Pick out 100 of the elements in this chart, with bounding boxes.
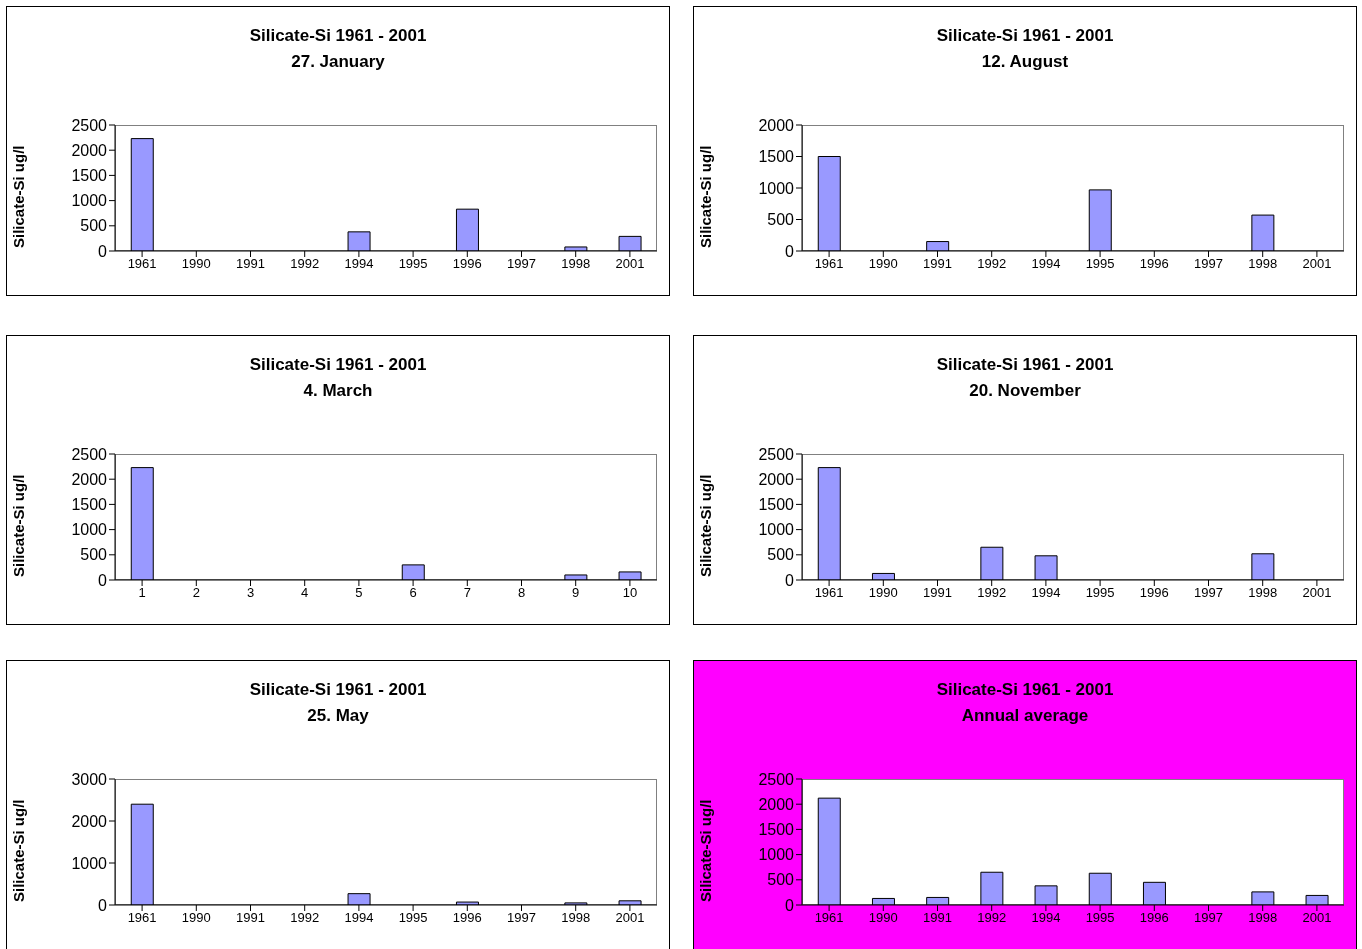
x-tick-label: 1961 <box>814 585 844 601</box>
x-tick-label: 1997 <box>1194 910 1223 926</box>
x-tick-label: 4 <box>301 585 309 601</box>
x-tick-label: 1998 <box>1248 910 1278 926</box>
x-tick-label: 1992 <box>290 256 320 272</box>
chart-title: Silicate-Si 1961 - 2001 <box>935 354 1115 376</box>
y-tick-label: 1500 <box>758 821 795 839</box>
y-tick-label: 500 <box>80 546 108 564</box>
x-tick-label: 2001 <box>615 910 645 926</box>
y-axis-title: Silicate-Si ug/l <box>10 799 28 902</box>
y-tick-label: 2500 <box>758 770 795 788</box>
x-tick-label: 1990 <box>181 256 211 272</box>
x-tick-label: 1995 <box>1085 256 1115 272</box>
x-tick-label: 6 <box>409 585 417 601</box>
y-tick-label: 1000 <box>758 521 795 539</box>
x-tick-label: 1990 <box>181 910 211 926</box>
y-axis-title: Silicate-Si ug/l <box>10 145 28 248</box>
y-axis-title: Silicate-Si ug/l <box>697 474 715 577</box>
y-tick-label: 2000 <box>71 812 108 830</box>
x-tick-label: 1961 <box>814 256 844 272</box>
x-tick-label: 1996 <box>1139 585 1169 601</box>
y-tick-label: 0 <box>785 896 795 914</box>
y-tick-label: 0 <box>98 242 108 260</box>
y-tick-label: 2500 <box>71 445 108 463</box>
y-tick-label: 1000 <box>71 192 108 210</box>
x-tick-label: 1994 <box>1031 910 1061 926</box>
x-tick-label: 7 <box>463 585 471 601</box>
y-tick-label: 2000 <box>758 795 795 813</box>
y-tick-label: 2000 <box>758 116 795 134</box>
chart-subtitle: 25. May <box>306 705 370 727</box>
x-tick-label: 1997 <box>507 910 536 926</box>
y-tick-label: 2000 <box>758 470 795 488</box>
x-tick-label: 1995 <box>1085 585 1115 601</box>
x-tick-label: 3 <box>246 585 255 601</box>
x-tick-label: 2001 <box>1302 256 1332 272</box>
chart-subtitle: 4. March <box>302 380 374 402</box>
y-tick-label: 0 <box>98 571 108 589</box>
x-tick-label: 1991 <box>923 585 952 601</box>
chart-title: Silicate-Si 1961 - 2001 <box>248 679 428 701</box>
x-tick-label: 1994 <box>344 256 374 272</box>
x-tick-label: 1991 <box>923 256 952 272</box>
chart-title: Silicate-Si 1961 - 2001 <box>248 354 428 376</box>
x-tick-label: 1997 <box>507 256 536 272</box>
y-tick-label: 500 <box>767 546 795 564</box>
y-tick-label: 0 <box>98 896 108 914</box>
y-tick-label: 1500 <box>758 148 795 166</box>
x-tick-label: 1994 <box>1031 585 1061 601</box>
x-tick-label: 5 <box>355 585 363 601</box>
y-tick-label: 1500 <box>71 496 108 514</box>
x-tick-label: 1996 <box>452 256 482 272</box>
y-tick-label: 1000 <box>758 846 795 864</box>
y-tick-label: 3000 <box>71 770 108 788</box>
chart-title: Silicate-Si 1961 - 2001 <box>248 25 428 47</box>
y-tick-label: 2500 <box>758 445 795 463</box>
x-tick-label: 1998 <box>561 910 591 926</box>
chart-subtitle: 20. November <box>968 380 1082 402</box>
chart-subtitle: 27. January <box>290 51 386 73</box>
x-tick-label: 1992 <box>977 585 1007 601</box>
y-tick-label: 2000 <box>71 470 108 488</box>
x-tick-label: 9 <box>572 585 580 601</box>
x-tick-label: 1997 <box>1194 585 1223 601</box>
y-tick-label: 0 <box>785 571 795 589</box>
x-tick-label: 1961 <box>814 910 844 926</box>
x-tick-label: 1994 <box>344 910 374 926</box>
y-tick-label: 1000 <box>71 854 108 872</box>
x-tick-label: 1992 <box>977 910 1007 926</box>
y-tick-label: 1500 <box>758 496 795 514</box>
x-tick-label: 2 <box>192 585 200 601</box>
x-tick-label: 1990 <box>868 256 898 272</box>
y-axis-title: Silicate-Si ug/l <box>697 145 715 248</box>
x-tick-label: 1997 <box>1194 256 1223 272</box>
x-tick-label: 1991 <box>923 910 952 926</box>
chart-title: Silicate-Si 1961 - 2001 <box>935 679 1115 701</box>
y-tick-label: 1000 <box>758 179 795 197</box>
x-tick-label: 1961 <box>127 256 157 272</box>
x-tick-label: 2001 <box>1302 910 1332 926</box>
x-tick-label: 1994 <box>1031 256 1061 272</box>
x-tick-label: 8 <box>517 585 526 601</box>
y-tick-label: 2000 <box>71 141 108 159</box>
x-tick-label: 1990 <box>868 910 898 926</box>
x-tick-label: 1998 <box>561 256 591 272</box>
y-tick-label: 500 <box>767 871 795 889</box>
y-axis-title: Silicate-Si ug/l <box>10 474 28 577</box>
x-tick-label: 1991 <box>236 256 265 272</box>
x-tick-label: 2001 <box>1302 585 1332 601</box>
chart-title: Silicate-Si 1961 - 2001 <box>935 25 1115 47</box>
y-tick-label: 0 <box>785 242 795 260</box>
x-tick-label: 1992 <box>290 910 320 926</box>
x-tick-label: 1996 <box>1139 910 1169 926</box>
x-tick-label: 1995 <box>398 256 428 272</box>
x-tick-label: 1998 <box>1248 256 1278 272</box>
x-tick-label: 1995 <box>398 910 428 926</box>
x-tick-label: 1996 <box>452 910 482 926</box>
y-tick-label: 1000 <box>71 521 108 539</box>
y-tick-label: 2500 <box>71 116 108 134</box>
x-tick-label: 1961 <box>127 910 157 926</box>
y-tick-label: 500 <box>767 211 795 229</box>
x-tick-label: 1 <box>138 585 146 601</box>
y-axis-title: Silicate-Si ug/l <box>697 799 715 902</box>
chart-subtitle: 12. August <box>980 51 1070 73</box>
